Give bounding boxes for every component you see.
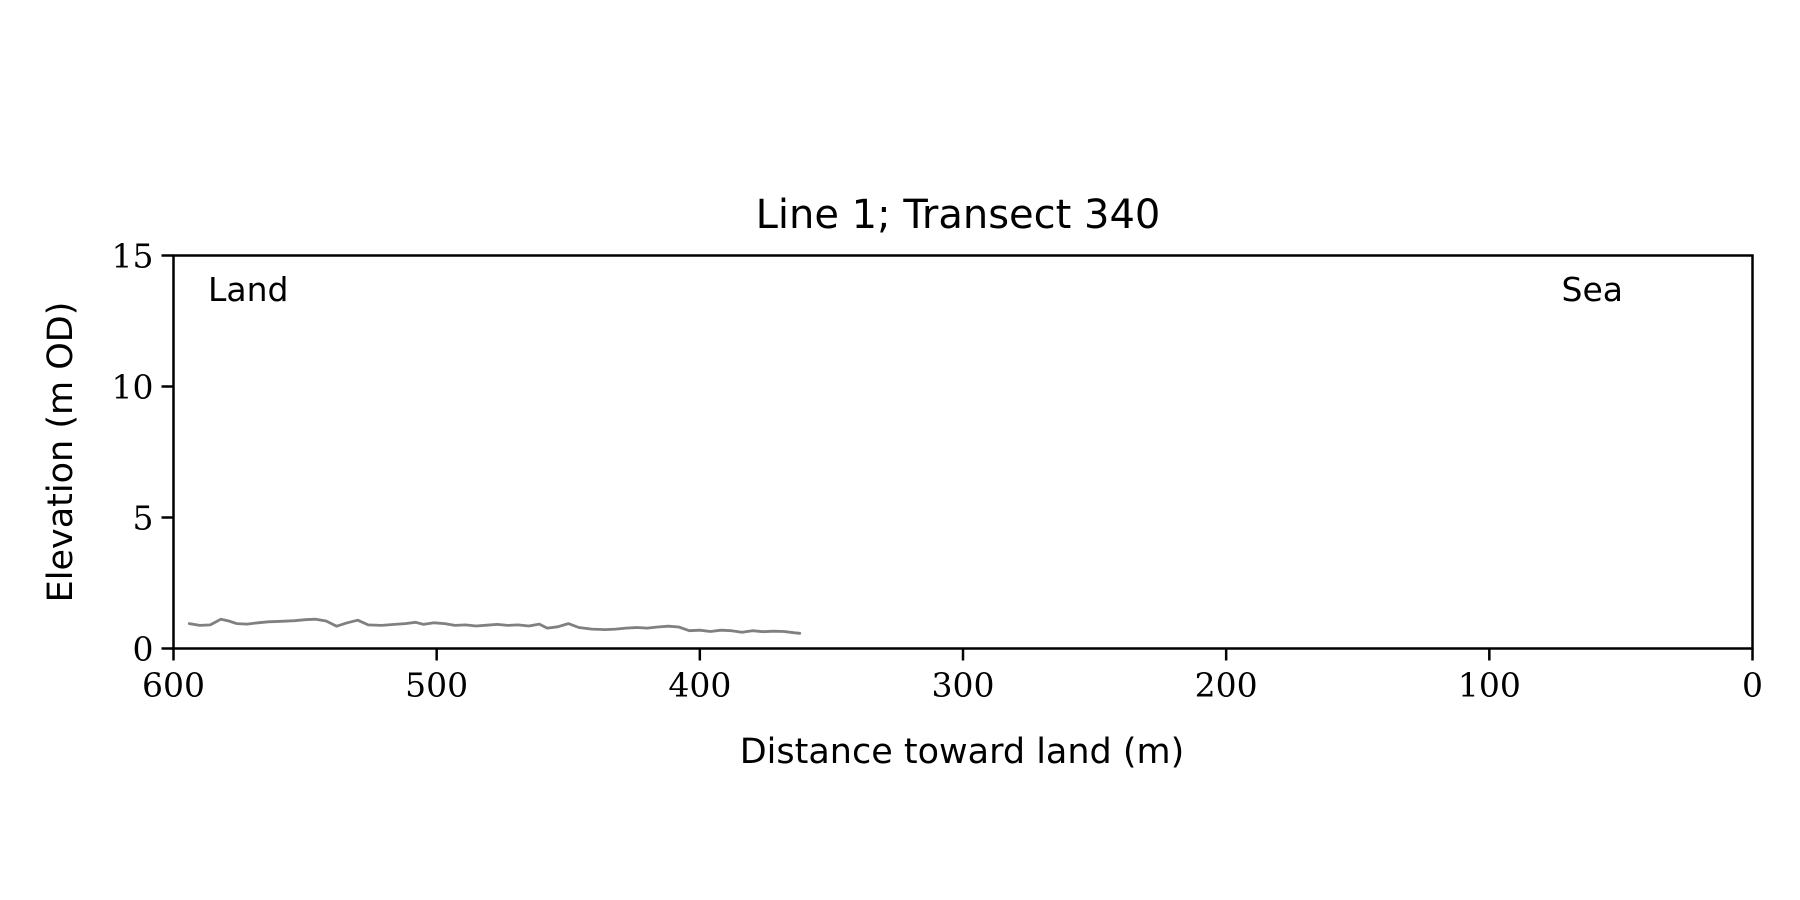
- x-tick-label: 100: [1458, 666, 1521, 705]
- plot-area: [187, 617, 802, 635]
- x-axis-label: Distance toward land (m): [740, 732, 1185, 772]
- x-tick-label: 0: [1742, 666, 1763, 705]
- annotation-land: Land: [208, 270, 288, 309]
- x-tick-label: 200: [1195, 666, 1258, 705]
- x-axis-ticks: 600 500 400 300 200 100 0: [142, 648, 1763, 705]
- y-tick-label: 15: [112, 237, 154, 276]
- y-axis-label: Elevation (m OD): [41, 302, 81, 603]
- chart-title: Line 1; Transect 340: [756, 192, 1161, 238]
- annotation-sea: Sea: [1562, 270, 1623, 309]
- y-axis-ticks: 0 5 10 15: [112, 237, 174, 669]
- x-tick-label: 400: [668, 666, 731, 705]
- x-tick-label: 500: [405, 666, 468, 705]
- plot-frame: [172, 254, 1754, 650]
- elevation-profile-line: [187, 617, 802, 635]
- x-tick-label: 300: [932, 666, 995, 705]
- y-tick-label: 0: [133, 630, 154, 669]
- y-tick-label: 10: [112, 368, 154, 407]
- x-tick-label: 600: [142, 666, 205, 705]
- y-tick-label: 5: [133, 499, 154, 538]
